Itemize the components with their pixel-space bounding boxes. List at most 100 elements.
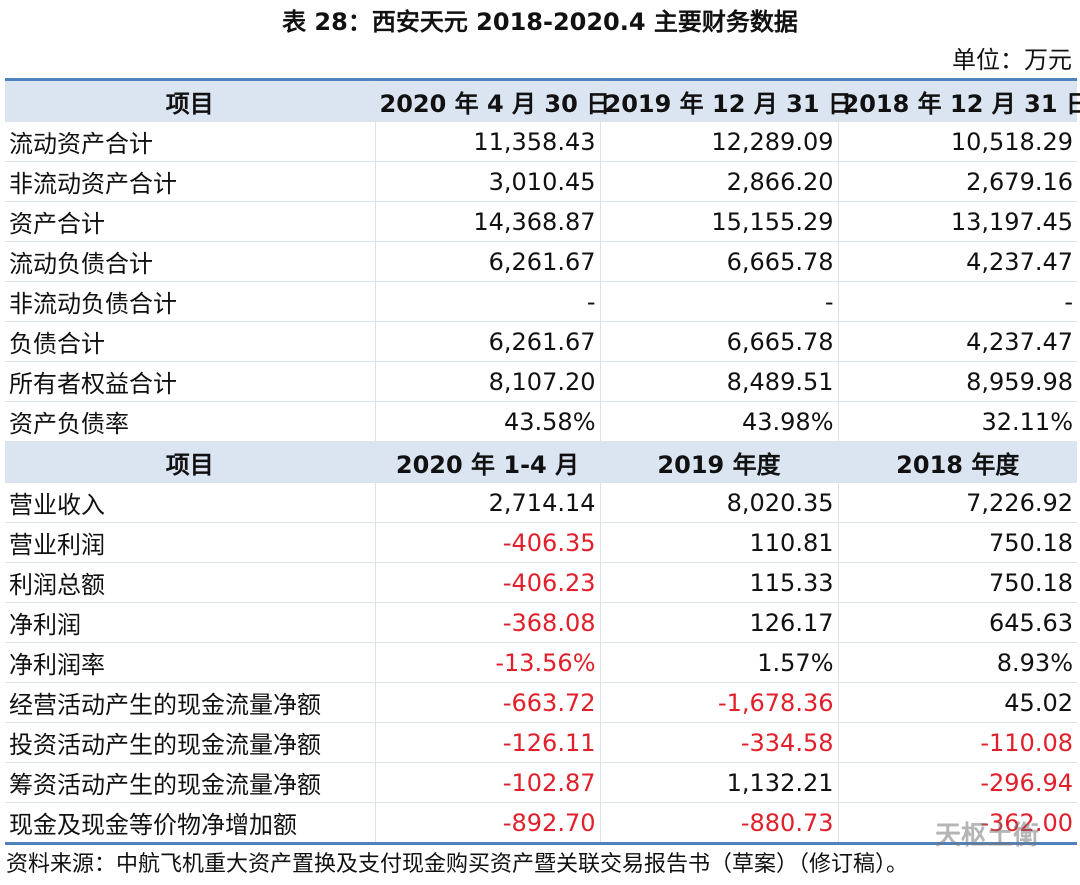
data-row: 利润总额 -406.23 115.33 750.18 [5,562,1077,603]
value-cell: -880.73 [600,802,839,844]
data-row: 非流动资产合计 3,010.45 2,866.20 2,679.16 [5,161,1077,202]
value-cell: - [375,281,601,322]
item-cell: 营业利润 [5,522,376,563]
value-cell: 750.18 [838,562,1077,603]
header-cell: 2019 年 12 月 31 日 [600,79,852,122]
data-row: 非流动负债合计 - - - [5,281,1077,322]
value-cell: -368.08 [375,602,601,643]
header-cell: 2018 年度 [838,441,1077,483]
value-cell: 15,155.29 [600,201,839,242]
value-cell: 6,665.78 [600,321,839,362]
value-cell: -110.08 [838,722,1077,763]
value-cell: 10,518.29 [838,121,1077,162]
value-cell: 11,358.43 [375,121,601,162]
value-cell: 110.81 [600,522,839,563]
item-cell: 利润总额 [5,562,376,603]
data-row: 净利润 -368.08 126.17 645.63 [5,602,1077,643]
item-cell: 经营活动产生的现金流量净额 [5,682,376,723]
data-row: 投资活动产生的现金流量净额 -126.11 -334.58 -110.08 [5,722,1077,763]
value-cell: 4,237.47 [838,321,1077,362]
data-row: 营业利润 -406.35 110.81 750.18 [5,522,1077,563]
header-cell: 2019 年度 [600,441,839,483]
value-cell: 8,107.20 [375,361,601,402]
value-cell: 43.58% [375,401,601,442]
data-row: 现金及现金等价物净增加额 -892.70 -880.73 -362.00 [5,802,1077,844]
value-cell: -334.58 [600,722,839,763]
value-cell: - [838,281,1077,322]
value-cell: -102.87 [375,762,601,803]
table-title: 表 28：西安天元 2018-2020.4 主要财务数据 [282,8,798,36]
item-cell: 净利润率 [5,642,376,683]
value-cell: 32.11% [838,401,1077,442]
value-cell: 1,132.21 [600,762,839,803]
source-note: 资料来源：中航飞机重大资产置换及支付现金购买资产暨关联交易报告书（草案）（修订稿… [6,852,909,877]
item-cell: 筹资活动产生的现金流量净额 [5,762,376,803]
value-cell: 115.33 [600,562,839,603]
value-cell: - [600,281,839,322]
header-cell: 2018 年 12 月 31 日 [838,79,1080,122]
watermark: 天枢土衡 [935,821,1040,851]
value-cell: 2,714.14 [375,482,601,523]
value-cell: 7,226.92 [838,482,1077,523]
item-cell: 非流动负债合计 [5,281,376,322]
header-row: 项目 2020 年 4 月 30 日 2019 年 12 月 31 日 2018 年 … [5,79,1080,122]
item-cell: 投资活动产生的现金流量净额 [5,722,376,763]
data-row: 流动负债合计 6,261.67 6,665.78 4,237.47 [5,241,1077,282]
header-cell: 项目 [5,79,376,122]
item-cell: 负债合计 [5,321,376,362]
data-row: 负债合计 6,261.67 6,665.78 4,237.47 [5,321,1077,362]
data-row: 经营活动产生的现金流量净额 -663.72 -1,678.36 45.02 [5,682,1077,723]
value-cell: -13.56% [375,642,601,683]
value-cell: 8.93% [838,642,1077,683]
data-row: 资产合计 14,368.87 15,155.29 13,197.45 [5,201,1077,242]
data-row: 资产负债率 43.58% 43.98% 32.11% [5,401,1077,442]
item-cell: 流动资产合计 [5,121,376,162]
value-cell: -1,678.36 [600,682,839,723]
value-cell: -406.23 [375,562,601,603]
item-cell: 现金及现金等价物净增加额 [5,802,376,844]
value-cell: 6,261.67 [375,321,601,362]
value-cell: 750.18 [838,522,1077,563]
unit-note: 单位：万元 [952,46,1072,74]
value-cell: -892.70 [375,802,601,844]
data-row: 所有者权益合计 8,107.20 8,489.51 8,959.98 [5,361,1077,402]
header-cell: 项目 [5,441,376,483]
value-cell: -663.72 [375,682,601,723]
value-cell: 8,489.51 [600,361,839,402]
item-cell: 资产负债率 [5,401,376,442]
item-cell: 流动负债合计 [5,241,376,282]
data-row: 筹资活动产生的现金流量净额 -102.87 1,132.21 -296.94 [5,762,1077,803]
value-cell: 2,679.16 [838,161,1077,202]
value-cell: 645.63 [838,602,1077,643]
value-cell: -362.00 [838,802,1077,844]
value-cell: -296.94 [838,762,1077,803]
value-cell: -406.35 [375,522,601,563]
header-cell: 2020 年 1-4 月 [375,441,601,483]
finance-table: 项目 2020 年 4 月 30 日 2019 年 12 月 31 日 2018 年 … [5,78,1080,845]
value-cell: 4,237.47 [838,241,1077,282]
value-cell: 45.02 [838,682,1077,723]
value-cell: 43.98% [600,401,839,442]
value-cell: 1.57% [600,642,839,683]
value-cell: 8,020.35 [600,482,839,523]
value-cell: 14,368.87 [375,201,601,242]
header-cell: 2020 年 4 月 30 日 [375,79,610,122]
data-row: 营业收入 2,714.14 8,020.35 7,226.92 [5,482,1077,523]
value-cell: 6,665.78 [600,241,839,282]
value-cell: 3,010.45 [375,161,601,202]
data-row: 净利润率 -13.56% 1.57% 8.93% [5,642,1077,683]
value-cell: 12,289.09 [600,121,839,162]
data-row: 流动资产合计 11,358.43 12,289.09 10,518.29 [5,121,1077,162]
item-cell: 资产合计 [5,201,376,242]
item-cell: 净利润 [5,602,376,643]
value-cell: 2,866.20 [600,161,839,202]
value-cell: 8,959.98 [838,361,1077,402]
value-cell: -126.11 [375,722,601,763]
value-cell: 13,197.45 [838,201,1077,242]
item-cell: 所有者权益合计 [5,361,376,402]
header-row: 项目 2020 年 1-4 月 2019 年度 2018 年度 [5,441,1077,483]
value-cell: 6,261.67 [375,241,601,282]
value-cell: 126.17 [600,602,839,643]
item-cell: 营业收入 [5,482,376,523]
